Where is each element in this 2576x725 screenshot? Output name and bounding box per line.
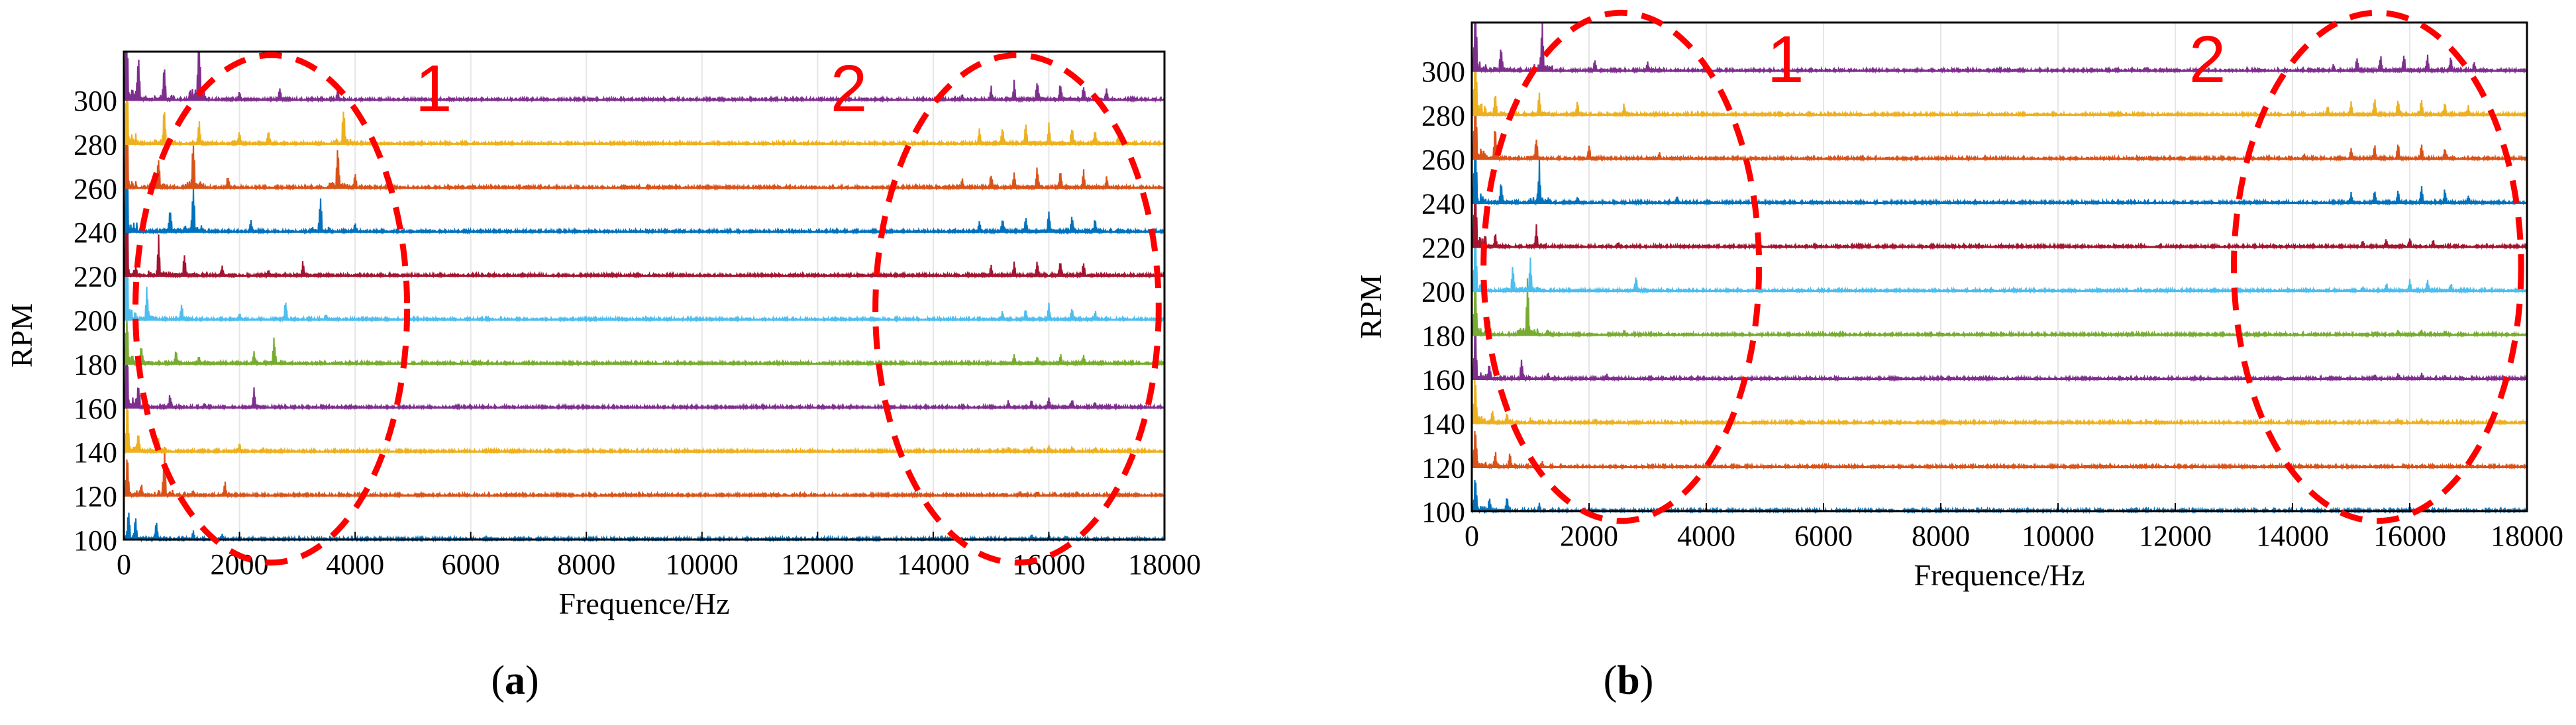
series-200-rpm bbox=[123, 254, 1165, 323]
series-200-rpm bbox=[1470, 229, 2528, 294]
y-tick-label: 200 bbox=[74, 305, 117, 337]
y-tick-label: 220 bbox=[1421, 232, 1465, 264]
x-tick-label: 18000 bbox=[1128, 548, 1201, 581]
y-tick-label: 260 bbox=[1421, 144, 1465, 176]
series-300-rpm bbox=[1470, 22, 2528, 74]
x-tick-label: 18000 bbox=[2491, 520, 2563, 552]
series-120-rpm bbox=[1470, 431, 2528, 470]
y-tick-label: 180 bbox=[1421, 320, 1465, 352]
x-axis-label-b: Frequence/Hz bbox=[1914, 558, 2085, 592]
grid-a bbox=[123, 52, 1165, 540]
y-tick-label: 160 bbox=[74, 393, 117, 425]
series-260-rpm bbox=[1470, 102, 2528, 162]
annotation-region-2 bbox=[872, 52, 1162, 566]
series-180-rpm bbox=[1470, 278, 2528, 338]
annotation-label-2: 2 bbox=[2189, 23, 2226, 97]
plot-frame-a bbox=[123, 50, 1166, 541]
x-tick-label: 10000 bbox=[666, 548, 739, 581]
y-tick-label: 160 bbox=[1421, 364, 1465, 397]
y-tick-label: 140 bbox=[1421, 408, 1465, 440]
x-tick-label: 14000 bbox=[897, 548, 970, 581]
series-140-rpm bbox=[123, 405, 1166, 455]
y-tick-labels-b: 100 120 140 160 180 200 220 240 260 280 300 bbox=[1421, 56, 1465, 528]
annotation-label-2: 2 bbox=[831, 52, 868, 126]
panel-label-a: (a) bbox=[491, 658, 539, 703]
annotation-region-1 bbox=[132, 52, 411, 566]
annotation-region-1 bbox=[1480, 9, 1763, 524]
series-group-a bbox=[123, 51, 1166, 543]
series-100-rpm bbox=[123, 512, 1166, 543]
y-tick-label: 100 bbox=[74, 524, 117, 557]
series-240-rpm bbox=[1470, 145, 2528, 206]
plot-frame-b bbox=[1470, 21, 2528, 512]
y-axis-label-b: RPM bbox=[1354, 274, 1388, 338]
chart-panel-b: 0 2000 4000 6000 8000 10000 12000 14000 16000 180… bbox=[1354, 9, 2563, 703]
x-tick-label: 2000 bbox=[1560, 520, 1618, 552]
y-tick-label: 120 bbox=[1421, 452, 1465, 485]
series-220-rpm bbox=[1470, 174, 2528, 250]
y-tick-label: 260 bbox=[74, 173, 117, 205]
x-tick-label: 0 bbox=[1465, 520, 1479, 552]
y-tick-labels-a: 100 120 140 160 180 200 220 240 260 280 300 bbox=[74, 85, 117, 557]
y-tick-label: 300 bbox=[1421, 56, 1465, 88]
y-tick-label: 220 bbox=[74, 261, 117, 293]
y-tick-label: 100 bbox=[1421, 496, 1465, 528]
series-220-rpm bbox=[123, 209, 1166, 279]
x-tick-labels-b: 0 2000 4000 6000 8000 10000 12000 14000 16000 180… bbox=[1465, 503, 2563, 552]
x-tick-label: 0 bbox=[117, 548, 131, 581]
y-tick-label: 280 bbox=[1421, 100, 1465, 132]
x-tick-labels-a: 0 2000 4000 6000 8000 10000 12000 14000 16000 180… bbox=[117, 532, 1201, 581]
x-tick-label: 10000 bbox=[2022, 520, 2094, 552]
series-180-rpm bbox=[123, 316, 1166, 367]
panel-label-b: (b) bbox=[1604, 658, 1654, 703]
x-tick-label: 12000 bbox=[2139, 520, 2212, 552]
grid-b bbox=[1471, 23, 2528, 511]
y-tick-label: 240 bbox=[74, 217, 117, 249]
y-tick-label: 300 bbox=[74, 85, 117, 117]
series-100-rpm bbox=[1470, 480, 2528, 514]
series-group-b bbox=[1470, 22, 2528, 514]
x-tick-label: 16000 bbox=[2373, 520, 2446, 552]
panel-label-a-letter: a bbox=[505, 658, 525, 703]
y-tick-label: 120 bbox=[74, 481, 117, 513]
annotation-label-1: 1 bbox=[415, 52, 452, 126]
annotation-label-1: 1 bbox=[1767, 23, 1804, 97]
series-260-rpm bbox=[123, 118, 1166, 191]
x-axis-label-a: Frequence/Hz bbox=[559, 587, 730, 620]
series-160-rpm bbox=[123, 323, 1166, 411]
y-tick-label: 200 bbox=[1421, 276, 1465, 309]
y-tick-label: 180 bbox=[74, 348, 117, 381]
x-tick-label: 12000 bbox=[781, 548, 854, 581]
panel-label-b-letter: b bbox=[1617, 658, 1639, 703]
x-tick-label: 6000 bbox=[1794, 520, 1853, 552]
y-axis-label-a: RPM bbox=[5, 303, 38, 367]
series-140-rpm bbox=[1470, 379, 2528, 426]
y-tick-label: 280 bbox=[74, 128, 117, 161]
series-280-rpm bbox=[1470, 58, 2528, 118]
annotation-region-2 bbox=[2231, 9, 2524, 524]
x-tick-label: 14000 bbox=[2256, 520, 2329, 552]
x-tick-label: 4000 bbox=[326, 548, 384, 581]
x-tick-label: 6000 bbox=[442, 548, 500, 581]
x-tick-label: 8000 bbox=[1912, 520, 1970, 552]
y-tick-label: 240 bbox=[1421, 188, 1465, 220]
x-tick-label: 8000 bbox=[557, 548, 615, 581]
chart-panel-a: 0 2000 4000 6000 8000 10000 12000 14000 16000 180… bbox=[5, 50, 1201, 703]
series-300-rpm bbox=[123, 51, 1166, 103]
x-tick-label: 4000 bbox=[1677, 520, 1735, 552]
series-240-rpm bbox=[123, 164, 1166, 235]
series-280-rpm bbox=[123, 73, 1165, 147]
series-120-rpm bbox=[123, 447, 1165, 499]
y-tick-label: 140 bbox=[74, 436, 117, 469]
